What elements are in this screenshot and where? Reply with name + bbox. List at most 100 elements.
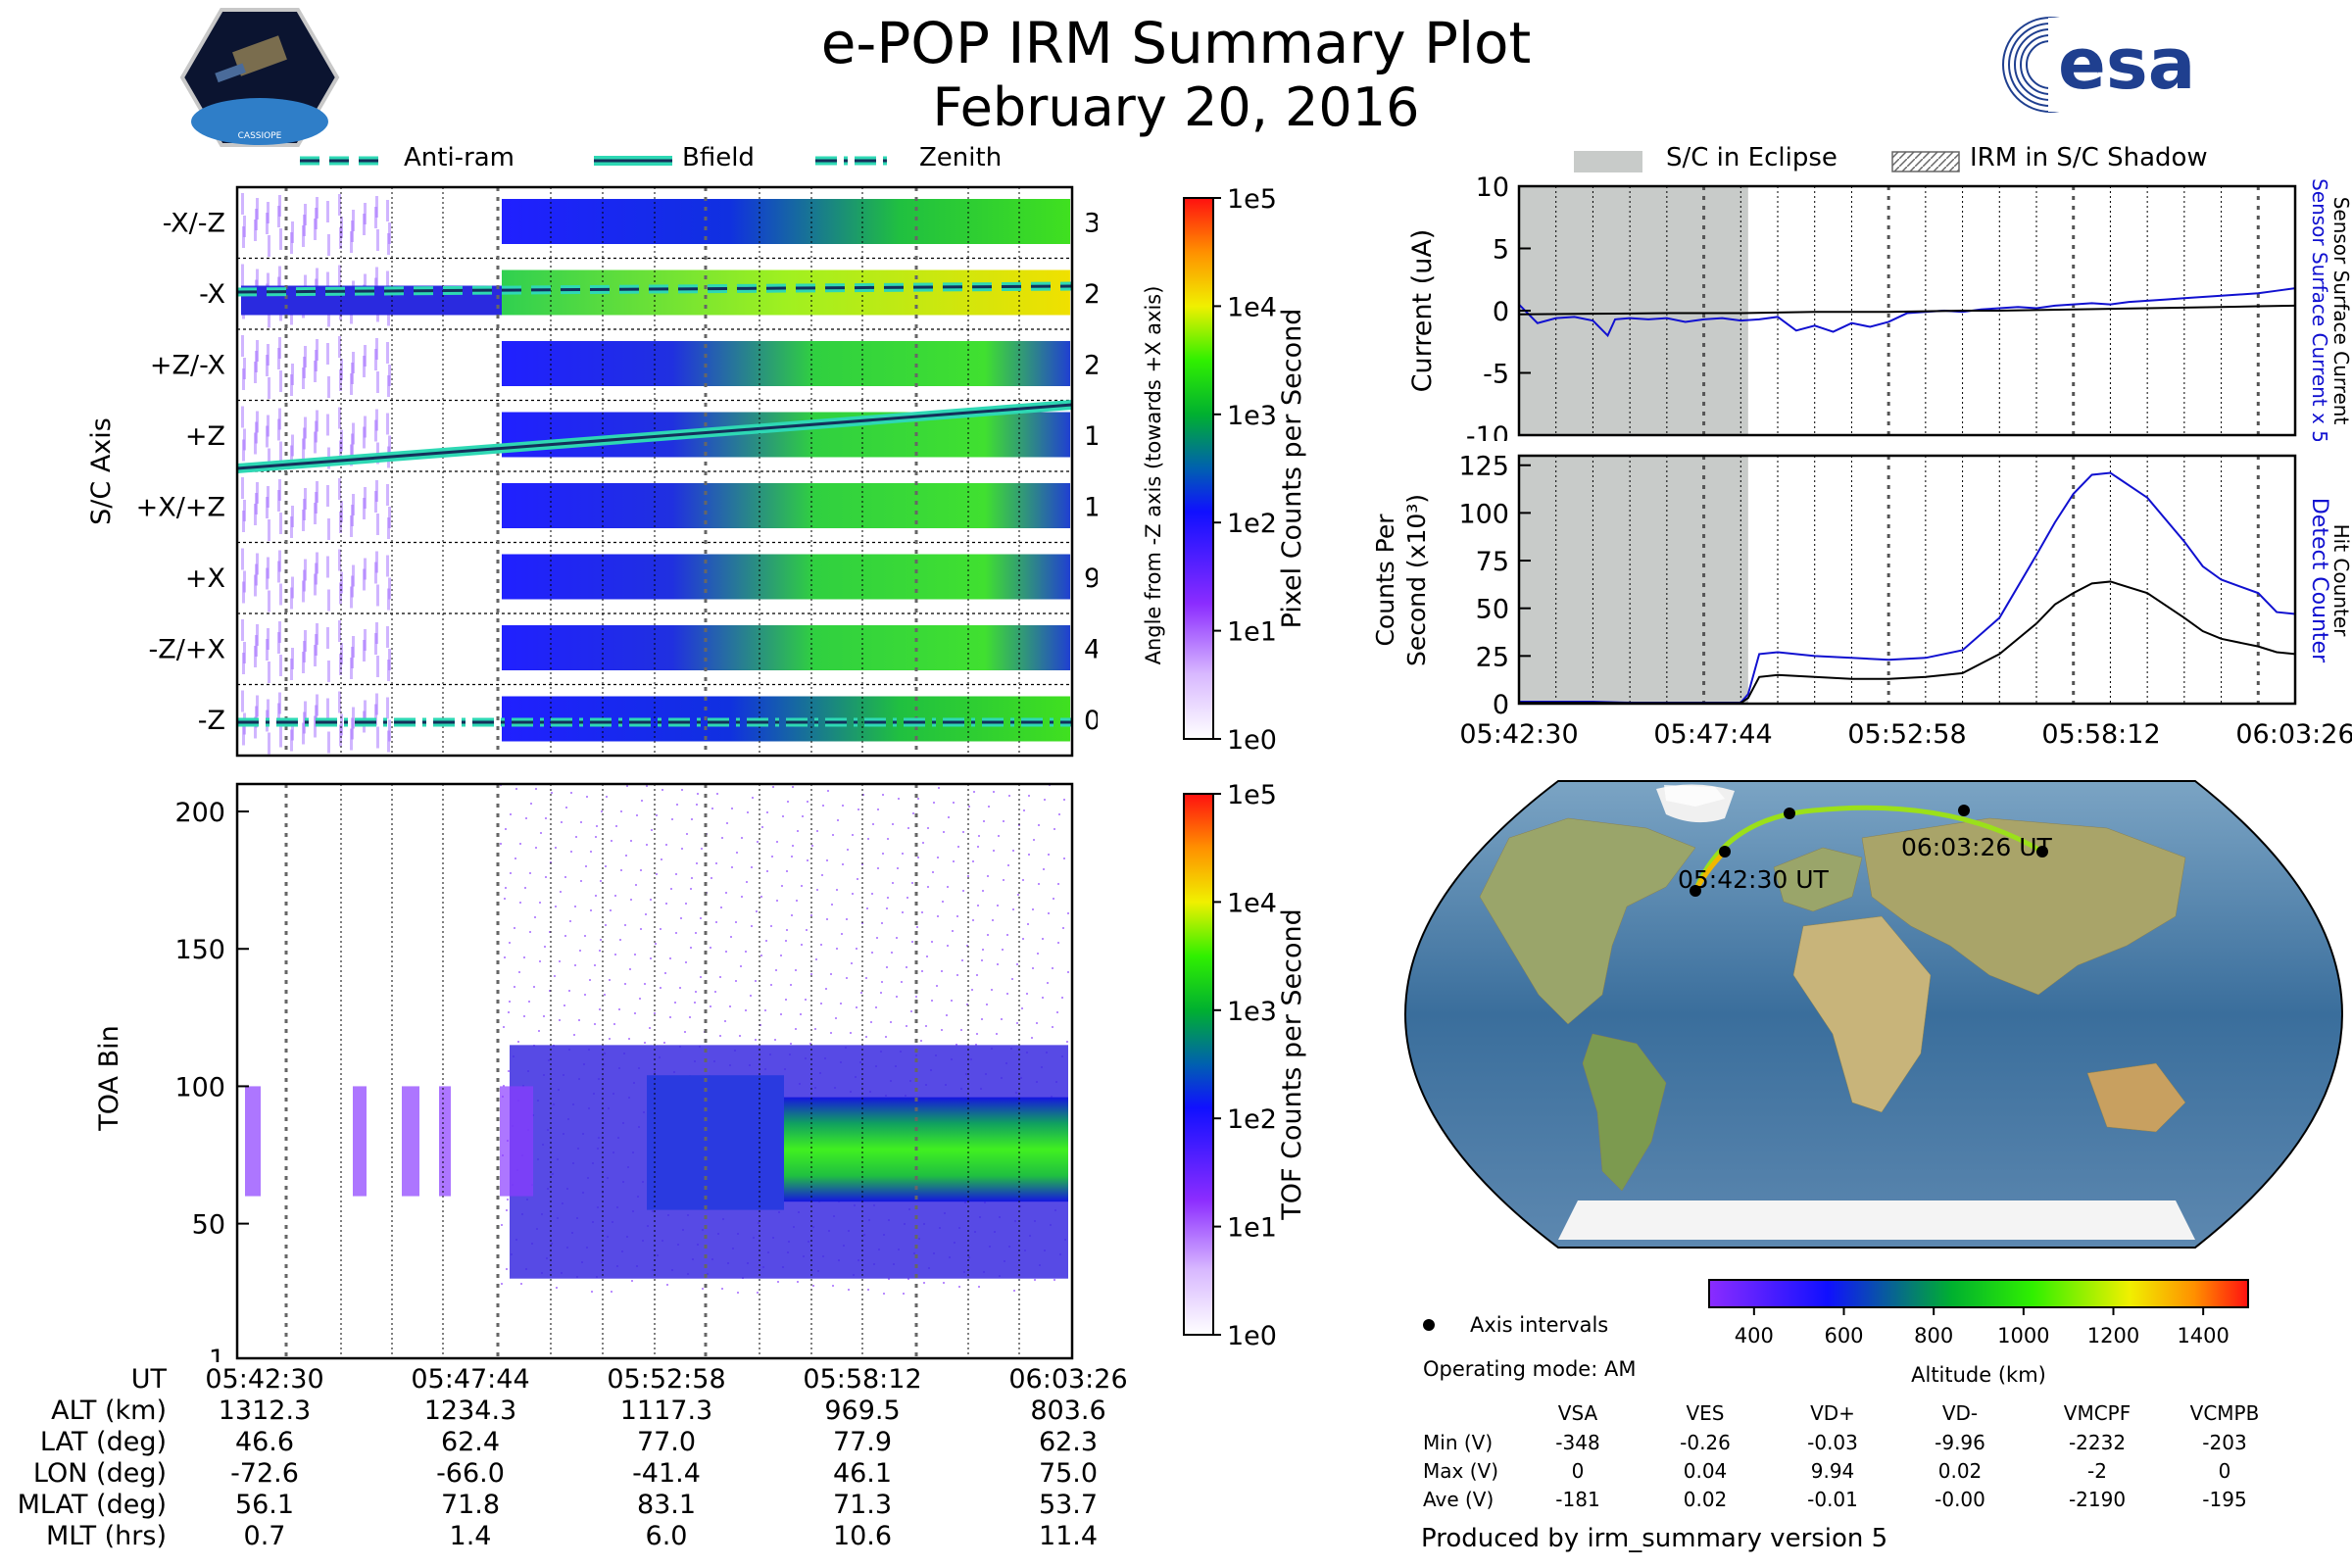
voltage-cell: -0.26 <box>1680 1431 1731 1454</box>
toa-speckle <box>676 804 678 806</box>
toa-speckle <box>840 1003 842 1004</box>
toa-speckle <box>1027 923 1029 925</box>
toa-speckle <box>529 931 531 933</box>
toa-speckle <box>609 979 611 981</box>
toa-speckle <box>1063 858 1065 859</box>
toa-speckle <box>1044 799 1046 801</box>
pixel-noise-mark <box>291 434 294 457</box>
eclipse-shading <box>1519 456 1748 704</box>
toa-speckle <box>679 987 681 989</box>
toa-speckle <box>872 823 874 825</box>
toa-speckle <box>752 797 754 799</box>
toa-speckle <box>982 949 984 951</box>
toa-speckle <box>1063 799 1065 801</box>
toa-speckle <box>825 988 827 990</box>
toa-speckle <box>665 903 667 905</box>
toa-speckle <box>685 961 687 963</box>
toa-speckle <box>775 969 777 971</box>
altitude-tick-label: 800 <box>1914 1324 1953 1348</box>
toa-speckle <box>761 826 763 828</box>
current-ylabel: Current (uA) <box>1407 229 1438 393</box>
toa-speckle <box>852 834 854 836</box>
ephemeris-cell: 77.9 <box>832 1427 893 1457</box>
toa-speckle <box>601 810 603 812</box>
toa-speckle <box>827 790 829 792</box>
ephemeris-cell: 62.3 <box>1038 1427 1099 1457</box>
toa-speckle <box>697 793 699 795</box>
toa-blob <box>402 1086 419 1197</box>
toa-speckle <box>772 786 774 788</box>
toa-speckle <box>523 956 525 958</box>
toa-speckle <box>820 944 822 946</box>
toa-speckle <box>500 843 502 845</box>
pixel-noise-mark <box>316 268 318 290</box>
pixel-heatmap-plot-area <box>236 187 1073 757</box>
pixel-row-label: +Z <box>185 421 225 452</box>
voltage-column-header: VD+ <box>1810 1401 1855 1425</box>
toa-speckle <box>901 981 903 983</box>
toa-speckle <box>535 847 537 849</box>
toa-speckle <box>968 806 970 808</box>
pixel-noise-mark <box>291 648 294 669</box>
toa-speckle <box>646 785 648 787</box>
ephemeris-cell: 77.0 <box>636 1427 697 1457</box>
pixel-noise-mark <box>376 656 379 677</box>
toa-speckle <box>519 902 521 904</box>
toa-speckle <box>814 1028 816 1030</box>
toa-speckle <box>916 926 918 928</box>
toa-speckle <box>1043 868 1045 870</box>
toa-speckle <box>741 837 743 839</box>
toa-speckle <box>852 893 854 895</box>
voltage-cell: 0.04 <box>1683 1459 1728 1483</box>
toa-speckle <box>1022 879 1024 881</box>
toa-speckle <box>978 835 980 837</box>
toa-speckle <box>1017 894 1019 896</box>
toa-speckle <box>561 821 563 823</box>
toa-speckle <box>551 792 553 794</box>
pixel-noise-mark <box>338 549 341 571</box>
toa-speckle <box>881 922 883 924</box>
pixel-noise-mark <box>278 408 281 430</box>
toa-speckle <box>942 901 944 903</box>
pixel-noise-mark <box>386 270 389 293</box>
toa-heatmap-frame <box>235 782 1074 1360</box>
toa-speckle <box>1028 795 1030 797</box>
toa-speckle <box>614 954 616 956</box>
voltage-row-label: Ave (V) <box>1423 1488 1494 1511</box>
toa-speckle <box>599 950 601 952</box>
pixel-noise-mark <box>327 376 330 398</box>
toa-speckle <box>861 863 863 865</box>
toa-speckle <box>903 1293 905 1295</box>
ephemeris-cell: 83.1 <box>636 1490 697 1520</box>
cassiope-logo: CASSIOPE <box>179 8 340 147</box>
toa-speckle <box>559 960 561 962</box>
pixel-noise-mark <box>364 345 367 367</box>
toa-speckle <box>691 877 693 879</box>
toa-speckle <box>660 928 662 930</box>
pixel-noise-mark <box>268 448 270 470</box>
toa-speckle <box>906 1025 907 1027</box>
pixel-noise-mark <box>386 484 389 506</box>
pixel-noise-mark <box>256 482 259 504</box>
toa-speckle <box>933 802 935 804</box>
toa-speckle <box>801 944 803 946</box>
series-line-2 <box>1518 304 2296 316</box>
toa-speckle <box>574 964 576 966</box>
toa-speckle <box>711 808 713 809</box>
pixel-noise-mark <box>316 410 318 432</box>
toa-speckle <box>631 1280 633 1282</box>
toa-speckle <box>556 1287 558 1289</box>
toa-speckle <box>1026 993 1028 995</box>
toa-speckle <box>912 812 914 814</box>
ytick-label: 75 <box>1476 547 1509 577</box>
toa-speckle <box>615 825 617 827</box>
pixel-noise-mark <box>376 514 379 535</box>
voltage-column-header: VCMPB <box>2189 1401 2260 1425</box>
toa-mid-band <box>647 1075 784 1210</box>
toa-speckle <box>640 928 642 930</box>
toa-speckle <box>1034 1279 1036 1281</box>
pixel-noise-mark <box>278 479 281 501</box>
toa-speckle <box>835 1017 837 1019</box>
toa-speckle <box>545 876 547 878</box>
toa-speckle <box>997 905 999 906</box>
